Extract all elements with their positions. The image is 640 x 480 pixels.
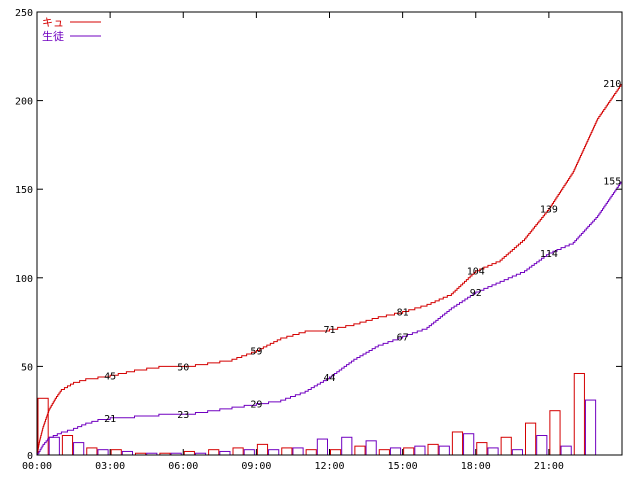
bar-seito — [243, 449, 255, 456]
data-label-seito: 92 — [470, 288, 482, 299]
x-tick-label: 21:00 — [534, 461, 564, 472]
bar-seito — [463, 433, 475, 456]
x-tick-label: 18:00 — [461, 461, 491, 472]
data-label-kyu: 139 — [540, 205, 558, 216]
data-label-seito: 21 — [104, 414, 116, 425]
legend-label: キュ — [42, 16, 64, 29]
x-tick-label: 03:00 — [95, 461, 125, 472]
plot-frame — [36, 11, 623, 456]
bar-seito — [438, 445, 450, 456]
data-label-kyu: 50 — [177, 362, 189, 373]
bar-seito — [389, 447, 402, 456]
series-line-kyu — [36, 82, 623, 456]
y-tick-label: 0 — [27, 451, 33, 462]
y-tick-label: 50 — [21, 362, 33, 373]
bar-seito — [536, 435, 548, 456]
data-label-seito: 44 — [323, 373, 335, 384]
bar-seito — [560, 445, 572, 456]
data-label-seito: 29 — [250, 400, 262, 411]
data-label-seito: 67 — [397, 332, 409, 343]
bar-kyu — [305, 449, 317, 456]
bar-kyu — [525, 422, 537, 456]
bar-seito — [48, 436, 60, 456]
x-tick-label: 06:00 — [168, 461, 198, 472]
data-label-kyu: 81 — [397, 307, 409, 318]
bar-kyu — [208, 449, 220, 456]
bar-seito — [365, 440, 377, 456]
bar-kyu — [256, 443, 269, 456]
bar-seito — [341, 436, 353, 456]
bar-kyu — [86, 447, 98, 456]
y-tick-label: 100 — [15, 274, 33, 285]
bar-kyu — [427, 443, 439, 456]
bar-seito — [414, 445, 426, 456]
x-tick-label: 00:00 — [22, 461, 52, 472]
data-label-kyu: 210 — [603, 79, 621, 90]
bar-kyu — [573, 372, 585, 456]
bar-kyu — [500, 436, 512, 456]
data-label-kyu: 104 — [467, 267, 485, 278]
bar-seito — [121, 450, 133, 456]
bar-kyu — [378, 449, 390, 456]
bar-kyu — [354, 445, 366, 456]
value-labels: 45 50 59 71 81 104 139 210 21 23 29 44 67 92 114 155 — [104, 79, 621, 425]
bar-kyu — [183, 450, 195, 456]
bar-seito — [584, 399, 597, 456]
bar-kyu — [330, 449, 342, 456]
bar-seito — [292, 447, 304, 456]
x-axis: 00:00 03:00 06:00 09:00 12:00 15:00 18:00 21:00 — [22, 12, 564, 472]
bar-seito — [97, 449, 109, 456]
y-axis: 0 50 100 150 200 250 — [15, 8, 622, 462]
series-line-seito — [37, 180, 623, 456]
bar-kyu — [549, 410, 561, 456]
y-tick-label: 200 — [15, 97, 33, 108]
legend-label: 生徒 — [42, 29, 64, 43]
data-label-kyu: 45 — [104, 371, 116, 382]
x-tick-label: 15:00 — [388, 461, 418, 472]
data-label-kyu: 71 — [323, 325, 335, 336]
bar-kyu — [403, 447, 415, 456]
bar-seito — [219, 450, 231, 456]
series-lines — [36, 82, 623, 456]
data-label-seito: 23 — [177, 410, 189, 421]
y-tick-label: 150 — [15, 185, 33, 196]
bar-seito — [511, 449, 523, 456]
x-tick-label: 12:00 — [314, 461, 344, 472]
bar-kyu — [281, 447, 293, 456]
bar-kyu — [110, 449, 122, 456]
bar-kyu — [476, 442, 488, 456]
y-tick-label: 250 — [15, 8, 33, 19]
bar-kyu — [451, 431, 464, 456]
data-label-kyu: 59 — [250, 346, 262, 357]
bar-seito — [487, 447, 499, 456]
bar-seito — [268, 449, 280, 456]
x-tick-label: 09:00 — [241, 461, 271, 472]
data-label-seito: 114 — [540, 249, 558, 260]
bar-kyu — [61, 435, 74, 456]
data-label-seito: 155 — [603, 176, 621, 187]
bar-kyu — [232, 447, 244, 456]
bar-seito — [73, 442, 85, 456]
bar-seito — [316, 438, 328, 456]
